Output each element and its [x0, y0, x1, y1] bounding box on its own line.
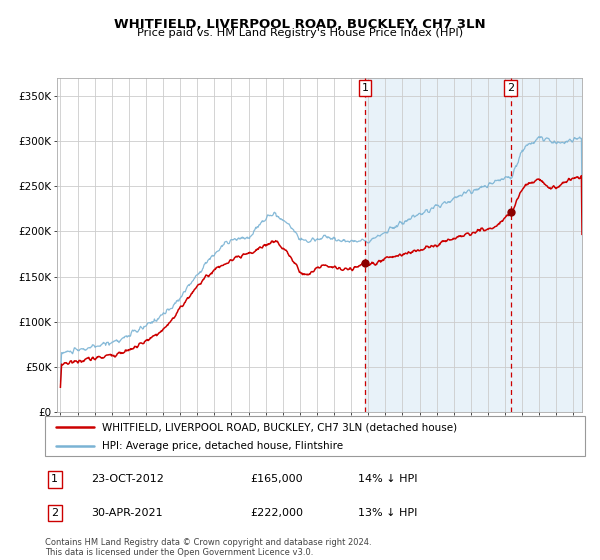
Text: 2: 2: [507, 83, 514, 93]
Text: HPI: Average price, detached house, Flintshire: HPI: Average price, detached house, Flin…: [101, 441, 343, 451]
Text: WHITFIELD, LIVERPOOL ROAD, BUCKLEY, CH7 3LN: WHITFIELD, LIVERPOOL ROAD, BUCKLEY, CH7 …: [114, 18, 486, 31]
Text: 14% ↓ HPI: 14% ↓ HPI: [358, 474, 418, 484]
Text: 13% ↓ HPI: 13% ↓ HPI: [358, 508, 418, 518]
Bar: [365, 78, 590, 412]
Text: £222,000: £222,000: [250, 508, 303, 518]
Text: £165,000: £165,000: [250, 474, 303, 484]
Text: 23-OCT-2012: 23-OCT-2012: [91, 474, 164, 484]
Text: WHITFIELD, LIVERPOOL ROAD, BUCKLEY, CH7 3LN (detached house): WHITFIELD, LIVERPOOL ROAD, BUCKLEY, CH7 …: [101, 422, 457, 432]
Text: Contains HM Land Registry data © Crown copyright and database right 2024.
This d: Contains HM Land Registry data © Crown c…: [45, 538, 371, 557]
Text: 2: 2: [51, 508, 58, 518]
Text: 30-APR-2021: 30-APR-2021: [91, 508, 163, 518]
Text: 1: 1: [51, 474, 58, 484]
Text: Price paid vs. HM Land Registry's House Price Index (HPI): Price paid vs. HM Land Registry's House …: [137, 28, 463, 38]
Text: 1: 1: [361, 83, 368, 93]
